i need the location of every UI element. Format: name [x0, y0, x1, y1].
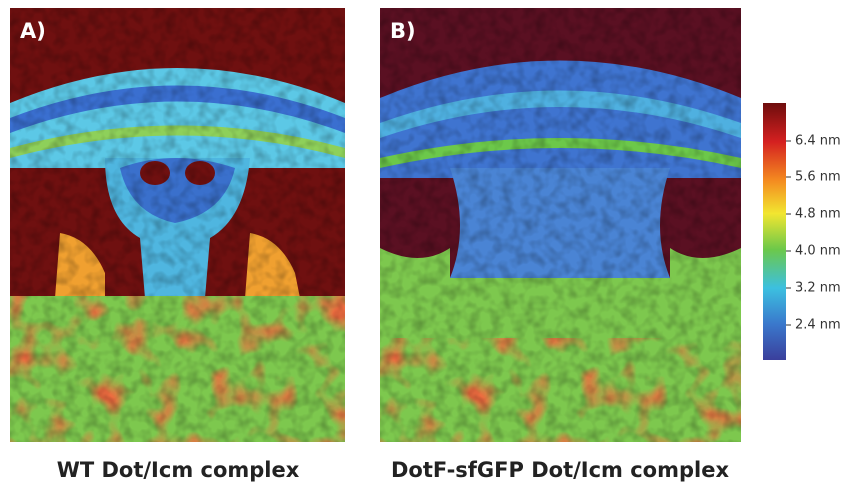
- tick-label: 4.0 nm: [795, 244, 841, 259]
- tick-label: 5.6 nm: [795, 170, 841, 185]
- tick-label: 6.4 nm: [795, 134, 841, 149]
- colorbar-ticks: 6.4 nm 5.6 nm 4.8 nm 4.0 nm 3.2 nm 2.4 n…: [786, 134, 841, 333]
- panel-a: A): [10, 8, 345, 442]
- caption: WT Dot/Icm complex: [57, 458, 300, 482]
- figure: A) B) 6.4 nm 5.6 nm 4.8 nm 4.0 nm 3.2 nm…: [0, 0, 851, 490]
- tick-label: 3.2 nm: [795, 281, 841, 296]
- panel-label: A): [20, 19, 46, 43]
- tick-label: 2.4 nm: [795, 318, 841, 333]
- panel-label: B): [390, 19, 416, 43]
- panel-b: B): [380, 8, 741, 442]
- colorbar: [763, 103, 786, 360]
- tick-label: 4.8 nm: [795, 207, 841, 222]
- caption: DotF-sfGFP Dot/Icm complex: [391, 458, 729, 482]
